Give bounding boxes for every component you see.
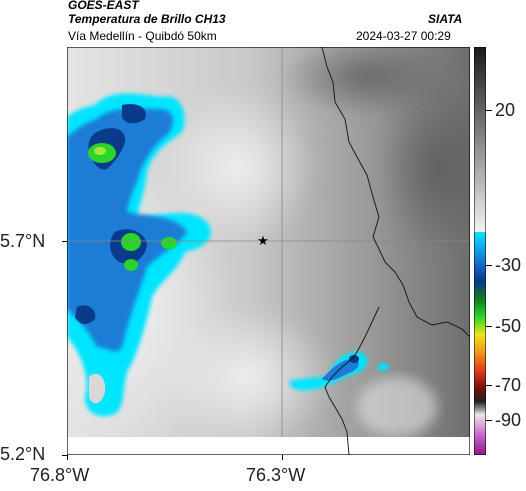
colorbar-tick-label: -90 [495, 410, 522, 430]
satellite-title: GOES-EAST [68, 0, 139, 12]
y-tick-label: 5.2°N [0, 444, 46, 464]
colorbar-tick-label: -50 [495, 316, 522, 336]
product-title: Temperatura de Brillo CH13 [68, 12, 226, 26]
cold-cloud-cluster-southeast [289, 352, 389, 391]
no-data-strip [67, 437, 470, 455]
datetime-label: 2024-03-27 00:29 [356, 29, 451, 43]
source-label: SIATA [428, 12, 463, 26]
colorbar-tick-label: -30 [495, 255, 522, 275]
x-tick-label: 76.3°W [246, 465, 306, 485]
cold-cloud-cluster-west [67, 93, 211, 417]
colorbar [474, 47, 486, 455]
colorbar-tick-label: -70 [495, 375, 522, 395]
x-tick-label: 76.8°W [30, 465, 90, 485]
location-label: Vía Medellín - Quibdó 50km [68, 29, 217, 43]
star-icon: ★ [257, 233, 269, 248]
colorbar-tick-label: 20 [495, 100, 516, 120]
brightness-temperature-map: ★ [67, 47, 470, 455]
department-boundary [321, 47, 470, 455]
y-tick-label: 5.7°N [0, 231, 46, 251]
